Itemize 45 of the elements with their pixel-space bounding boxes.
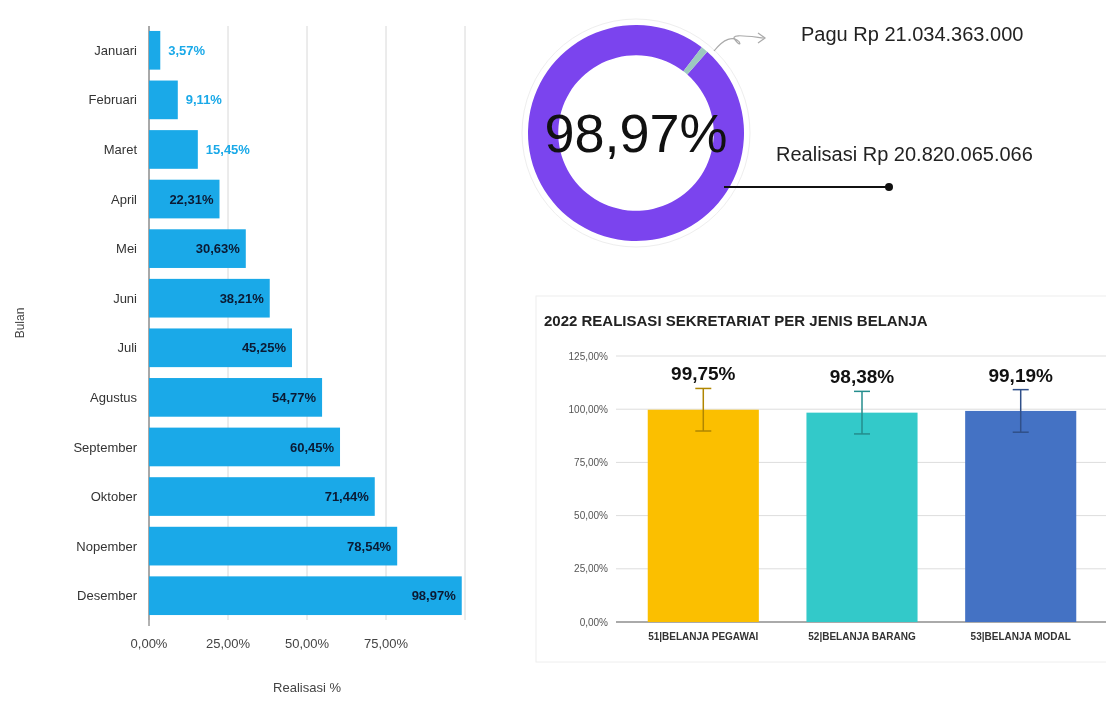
y-tick-label: Oktober: [90, 489, 138, 505]
text: Pagu Rp 21.034.363.000: [801, 23, 1024, 45]
text: Realisasi Rp 20.820.065.066: [776, 143, 1033, 165]
y-tick-label: 75,00%: [574, 456, 609, 468]
y-tick-label: Juli: [117, 340, 138, 356]
y-tick-label: Januari: [94, 42, 138, 58]
y-tick-label: 125,00%: [568, 350, 609, 362]
data-label: 98,38%: [829, 366, 895, 388]
data-label: 45,25%: [241, 340, 287, 356]
x-tick-label: 53|BELANJA MODAL: [970, 631, 1071, 642]
y-tick-label: Desember: [77, 588, 138, 604]
data-label: 99,75%: [671, 363, 736, 385]
x-tick-label: 0,00%: [130, 636, 168, 651]
x-axis-title: Realisasi %: [273, 680, 342, 695]
y-tick-label: 0,00%: [579, 616, 609, 628]
y-tick-label: September: [73, 439, 138, 455]
x-tick-label: 75,00%: [363, 636, 409, 651]
data-label: 38,21%: [219, 290, 265, 306]
data-label: 22,31%: [169, 191, 214, 207]
y-tick-label: Nopember: [76, 538, 138, 554]
y-tick-label: Februari: [88, 92, 138, 108]
data-label: 71,44%: [324, 489, 370, 505]
x-tick-label: 52|BELANJA BARANG: [808, 631, 916, 642]
data-label: 54,77%: [271, 389, 317, 405]
x-tick-label: 25,00%: [205, 636, 251, 651]
y-tick-label: Juni: [113, 290, 138, 306]
data-label: 9,11%: [185, 92, 223, 108]
y-tick-label: Mei: [116, 241, 138, 257]
y-tick-label: April: [110, 191, 138, 207]
x-tick-label: 50,00%: [284, 636, 330, 651]
y-axis-title: Bulan: [13, 307, 27, 339]
y-tick-label: 100,00%: [568, 403, 609, 415]
data-label: 78,54%: [347, 538, 392, 554]
data-label: 60,45%: [289, 439, 335, 455]
chart-title: 2022 REALISASI SEKRETARIAT PER JENIS BELANJA: [544, 312, 928, 329]
y-tick-label: 25,00%: [574, 563, 609, 575]
data-label: 3,57%: [168, 42, 206, 58]
y-tick-label: Agustus: [90, 389, 138, 405]
y-tick-label: Maret: [103, 142, 138, 158]
data-label: 30,63%: [195, 241, 241, 257]
data-label: 99,19%: [988, 364, 1054, 386]
data-label: 15,45%: [205, 142, 251, 158]
x-tick-label: 51|BELANJA PEGAWAI: [648, 631, 759, 642]
y-tick-label: 50,00%: [574, 510, 609, 522]
data-label: 98,97%: [411, 588, 457, 604]
